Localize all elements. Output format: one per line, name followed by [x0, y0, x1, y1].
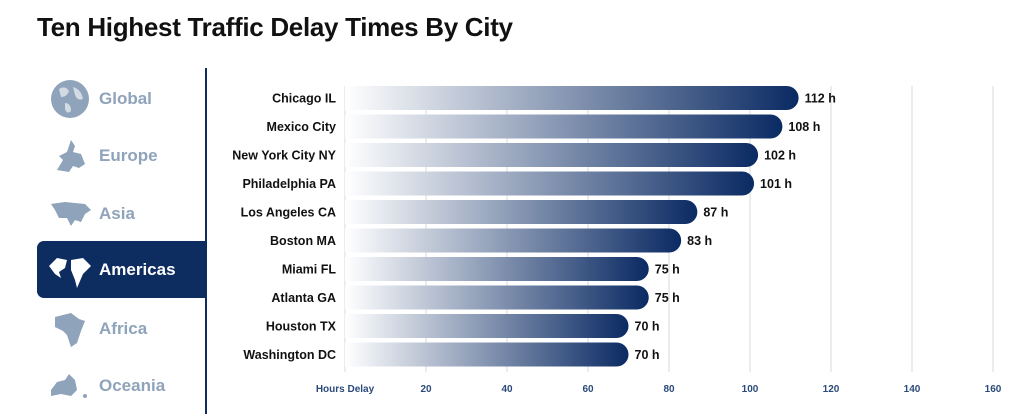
sidebar-item-americas[interactable]: Americas: [37, 241, 206, 298]
bar: [345, 200, 698, 224]
x-tick-label: 100: [742, 384, 759, 395]
bar: [345, 257, 649, 281]
category-label: Los Angeles CA: [241, 206, 336, 220]
sidebar-item-global[interactable]: Global: [37, 70, 206, 127]
category-label: Miami FL: [282, 263, 337, 277]
bar: [345, 342, 629, 367]
sidebar-divider: [205, 68, 207, 414]
globe-icon: [45, 79, 95, 119]
americas-map-icon: [45, 250, 95, 290]
bar: [345, 228, 682, 253]
category-label: Chicago IL: [272, 92, 336, 106]
category-label: Philadelphia PA: [242, 177, 336, 191]
x-tick-label: 60: [582, 384, 594, 395]
page-title: Ten Highest Traffic Delay Times By City: [37, 12, 513, 42]
x-tick-label: 120: [823, 384, 840, 395]
sidebar-item-label: Asia: [99, 203, 135, 223]
x-tick-label: 160: [985, 384, 1002, 395]
category-label: Atlanta GA: [271, 291, 336, 305]
category-label: New York City NY: [232, 149, 336, 163]
category-label: Boston MA: [270, 234, 336, 248]
category-label: Houston TX: [266, 320, 337, 334]
value-label: 108 h: [788, 120, 820, 134]
category-label: Washington DC: [243, 348, 336, 362]
sidebar-item-label: Oceania: [99, 375, 166, 395]
value-label: 112 h: [805, 92, 836, 106]
value-label: 87 h: [703, 206, 728, 220]
value-label: 75 h: [655, 263, 680, 277]
bar: [345, 285, 649, 310]
sidebar-item-label: Global: [99, 88, 152, 108]
x-tick-label: 40: [501, 384, 513, 395]
bar: [345, 143, 759, 167]
value-label: 101 h: [760, 177, 792, 191]
bar: [345, 171, 755, 196]
sidebar-item-africa[interactable]: Africa: [37, 300, 206, 357]
oceania-map-icon: [45, 366, 95, 406]
value-label: 75 h: [655, 291, 680, 305]
category-label: Mexico City: [267, 120, 337, 134]
sidebar-item-asia[interactable]: Asia: [37, 185, 206, 242]
bar: [345, 314, 629, 338]
x-tick-label: 20: [420, 384, 432, 395]
value-label: 70 h: [635, 320, 660, 334]
value-label: 83 h: [687, 234, 712, 248]
sidebar-item-oceania[interactable]: Oceania: [37, 357, 206, 414]
value-label: 102 h: [764, 149, 796, 163]
bar: [345, 86, 799, 110]
europe-map-icon: [45, 136, 95, 176]
x-axis-label: Hours Delay: [316, 384, 375, 395]
sidebar-item-label: Americas: [99, 259, 176, 279]
x-tick-label: 140: [904, 384, 921, 395]
sidebar-item-label: Europe: [99, 145, 158, 165]
value-label: 70 h: [635, 348, 660, 362]
asia-map-icon: [45, 194, 95, 234]
sidebar-item-label: Africa: [99, 318, 148, 338]
africa-map-icon: [45, 309, 95, 349]
sidebar-item-europe[interactable]: Europe: [37, 127, 206, 184]
x-tick-label: 80: [663, 384, 675, 395]
bar: [345, 114, 783, 139]
